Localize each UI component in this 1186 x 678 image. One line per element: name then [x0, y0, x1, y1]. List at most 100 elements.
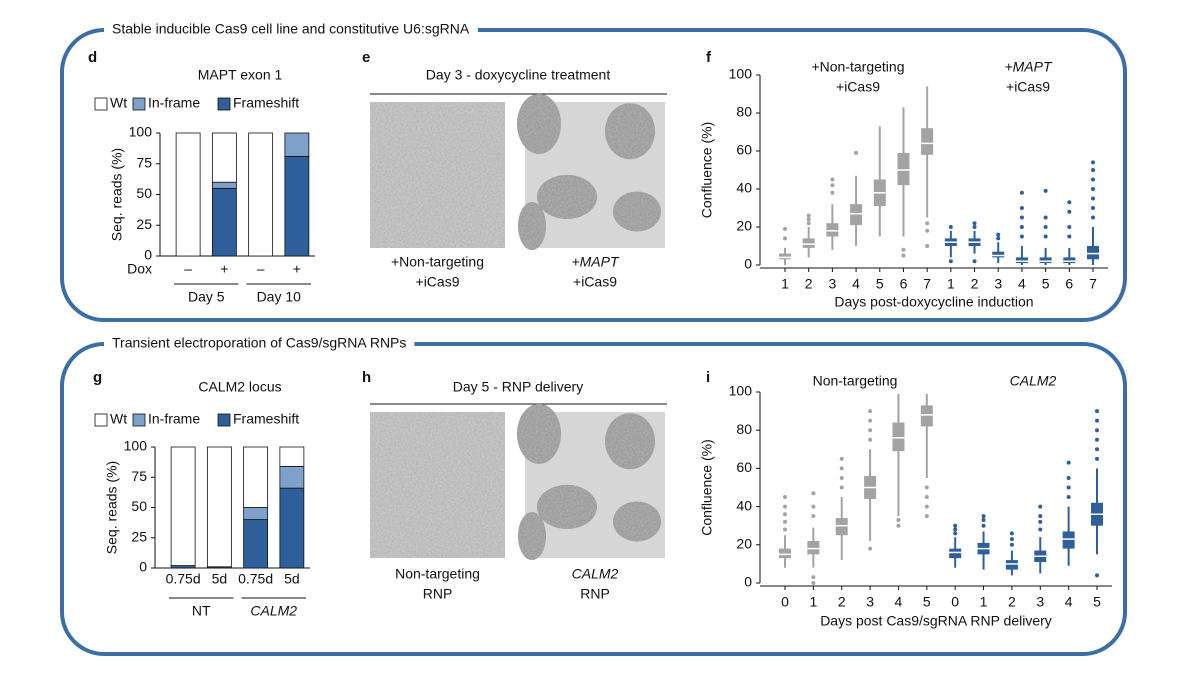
x-tick-label: 2	[805, 276, 813, 292]
panel-letter: d	[88, 49, 97, 66]
x-tick-label: 3	[828, 276, 836, 292]
outlier	[811, 581, 816, 585]
x-tick-label: 5	[1042, 276, 1050, 292]
outlier	[1067, 200, 1072, 205]
series-label: +iCas9	[1006, 79, 1050, 95]
x-tick-label: 7	[923, 276, 931, 292]
outlier	[868, 428, 873, 433]
outlier	[1067, 209, 1072, 214]
outlier	[830, 183, 835, 188]
box	[1039, 257, 1052, 264]
legend-swatch	[132, 97, 146, 111]
outlier	[1019, 234, 1024, 239]
bar-segment	[279, 465, 305, 489]
box	[921, 128, 934, 155]
legend-label: Wt	[110, 95, 127, 111]
outlier	[1043, 225, 1048, 229]
x-tick-label: +	[220, 261, 228, 277]
outlier	[972, 259, 977, 264]
x-tick-label: 4	[1065, 594, 1073, 610]
y-tick-label: 60	[736, 142, 752, 158]
x-tick-label: 5	[876, 276, 884, 292]
y-tick-label: 80	[736, 104, 752, 120]
series-label: +MAPT	[1004, 59, 1053, 75]
x-tick-label: 5	[1093, 594, 1101, 610]
outlier	[1038, 519, 1043, 524]
series-label: +iCas9	[836, 79, 880, 95]
box	[850, 204, 863, 226]
cell-texture	[605, 413, 655, 470]
box	[897, 152, 910, 186]
legend-label: Frameshift	[233, 95, 299, 111]
series-label: CALM2	[1010, 373, 1057, 389]
box	[779, 548, 791, 559]
x-tick-label: 6	[900, 276, 908, 292]
section-title: Stable inducible Cas9 cell line and cons…	[112, 21, 470, 37]
y-tick-label: 20	[736, 536, 752, 552]
chart-title: MAPT exon 1	[198, 67, 283, 83]
panel-title: Day 3 - doxycycline treatment	[426, 67, 611, 83]
outlier	[811, 514, 816, 519]
outlier	[839, 485, 844, 490]
image-caption: +iCas9	[416, 274, 460, 290]
x-tick-label: 4	[895, 594, 903, 610]
box	[807, 540, 820, 555]
outlier	[806, 213, 811, 218]
outlier	[1091, 177, 1095, 182]
outlier	[1095, 409, 1099, 414]
x-tick-label: +	[293, 261, 301, 277]
image-caption: +MAPT	[571, 254, 620, 270]
x-axis-label: Days post Cas9/sgRNA RNP delivery	[820, 613, 1052, 629]
outlier	[1038, 527, 1043, 532]
cell-texture	[613, 501, 661, 542]
outlier	[811, 491, 816, 496]
outlier	[1038, 514, 1043, 519]
box	[949, 548, 962, 559]
outlier	[1066, 460, 1071, 465]
bar-segment	[279, 487, 305, 569]
image-caption: +iCas9	[573, 274, 617, 290]
outlier	[924, 495, 929, 500]
cell-texture	[370, 102, 505, 248]
outlier	[1009, 537, 1014, 542]
outlier	[783, 236, 787, 241]
panel-letter: h	[362, 369, 371, 386]
outlier	[783, 527, 787, 532]
outlier	[839, 475, 844, 480]
outlier	[1067, 234, 1072, 239]
outlier	[868, 418, 873, 423]
box	[835, 518, 848, 536]
box	[1087, 246, 1099, 260]
outlier	[1091, 160, 1095, 165]
outlier	[811, 575, 816, 580]
panel-letter: f	[706, 49, 712, 66]
y-tick-label: 40	[736, 180, 752, 196]
legend-swatch	[217, 97, 231, 111]
outlier	[839, 456, 844, 461]
outlier	[953, 531, 958, 536]
x-tick-label: 0	[781, 594, 789, 610]
cell-texture	[518, 512, 546, 561]
outlier	[868, 546, 873, 551]
bar-segment	[175, 132, 201, 257]
y-tick-label: 75	[136, 154, 152, 170]
title-background	[104, 334, 415, 354]
bar-segment	[284, 132, 310, 157]
x-tick-label: 5d	[212, 571, 228, 587]
legend-label: In-frame	[148, 411, 200, 427]
outlier	[868, 437, 873, 442]
x-tick-label: 4	[852, 276, 860, 292]
group-label: Day 5	[188, 289, 225, 305]
outlier	[783, 495, 787, 500]
outlier	[1091, 168, 1095, 172]
x-tick-label: 3	[994, 276, 1002, 292]
group-label: CALM2	[250, 603, 297, 619]
image-caption: +Non-targeting	[391, 254, 484, 270]
legend-label: Wt	[110, 411, 127, 427]
outlier	[972, 225, 977, 229]
outlier	[1095, 573, 1099, 578]
group-label: NT	[192, 603, 211, 619]
bar-segment	[243, 507, 269, 521]
y-tick-label: 0	[144, 247, 152, 263]
section-frame	[60, 342, 1127, 656]
